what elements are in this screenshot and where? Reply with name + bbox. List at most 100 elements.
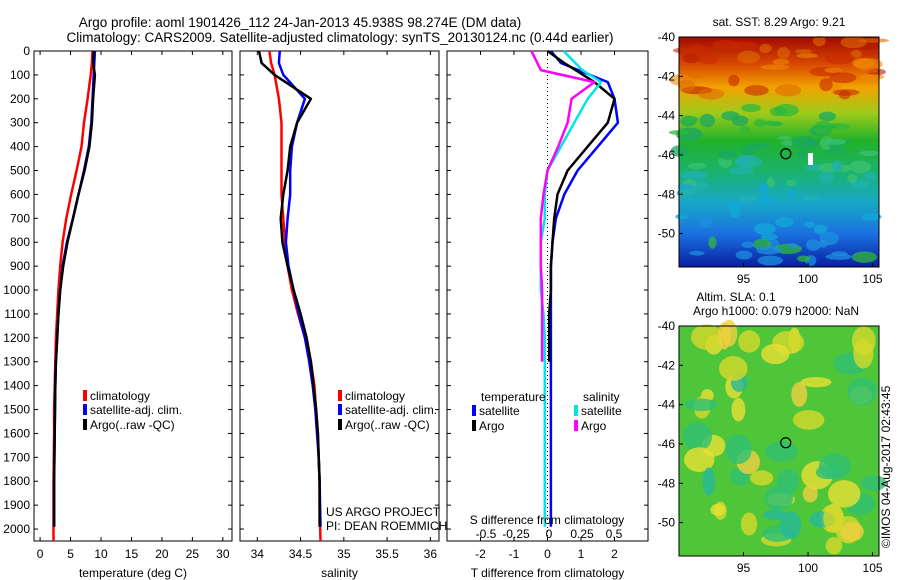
- sst-texture: [739, 126, 750, 134]
- depth-tick-label: 200: [10, 92, 30, 106]
- sst-texture: [853, 58, 883, 71]
- legend-swatch: [83, 404, 87, 415]
- sst-texture: [831, 160, 843, 173]
- pi-annotation: PI: DEAN ROEMMICH: [326, 519, 447, 533]
- sst-texture: [813, 224, 828, 235]
- sst-texture: [756, 246, 782, 255]
- depth-tick-label: 1300: [3, 355, 30, 369]
- sst-texture: [729, 166, 754, 176]
- legend-swatch: [574, 405, 578, 416]
- sst-texture: [812, 35, 826, 47]
- legend-swatch: [83, 419, 87, 430]
- series-line-satellite-adj-clim-: [277, 50, 322, 527]
- sla-texture: [792, 410, 825, 430]
- map-y-tick-label: -50: [658, 227, 676, 241]
- x-tick-label: -2: [475, 547, 486, 561]
- depth-tick-label: 1500: [3, 403, 30, 417]
- series-line-argo-raw-qc-: [257, 50, 321, 527]
- x-tick-label: 0: [37, 547, 44, 561]
- sst-texture: [718, 150, 737, 160]
- sst-texture: [741, 103, 761, 113]
- legend-swatch: [338, 404, 342, 415]
- map-y-tick-label: -48: [658, 476, 676, 490]
- plot-frame: [239, 50, 440, 542]
- sst-texture: [858, 150, 879, 157]
- sst-texture: [675, 214, 689, 220]
- sst-texture: [786, 179, 797, 187]
- x-tick-label: 34.5: [289, 547, 313, 561]
- sla-texture: [763, 509, 786, 521]
- legend-label: Argo: [581, 419, 607, 433]
- sst-texture: [680, 187, 699, 194]
- sst-texture: [750, 142, 769, 150]
- depth-tick-label: 0: [23, 44, 30, 58]
- legend-swatch: [472, 405, 476, 416]
- series-line-argo-raw-qc-: [52, 50, 97, 527]
- sst-texture: [772, 58, 790, 65]
- x-tick-label: 20: [155, 547, 169, 561]
- legend-title-temperature: temperature: [481, 390, 546, 404]
- sla-texture: [740, 512, 758, 536]
- depth-tick-label: 300: [10, 116, 30, 130]
- sla-texture: [725, 434, 752, 465]
- sst-texture: [680, 170, 708, 181]
- sla-texture: [823, 503, 844, 533]
- sst-texture: [775, 217, 794, 228]
- sst-texture: [688, 45, 712, 57]
- sst-map-frame: [678, 36, 880, 268]
- legend-label: Argo: [479, 419, 505, 433]
- map-y-tick-label: -40: [658, 30, 676, 44]
- sst-texture: [689, 250, 705, 256]
- sst-map-float-marker: [780, 148, 792, 160]
- x-tick-label: 5: [67, 547, 74, 561]
- figure-title-line1: Argo profile: aoml 1901426_112 24-Jan-20…: [79, 15, 522, 30]
- sst-texture: [777, 47, 790, 59]
- depth-tick-label: 500: [10, 164, 30, 178]
- sst-texture: [735, 250, 753, 260]
- map-y-tick-label: -46: [658, 148, 676, 162]
- x-tick-label: 1: [578, 547, 585, 561]
- sst-texture: [708, 236, 717, 249]
- depth-tick-label: 1200: [3, 331, 30, 345]
- sst-map-missing-data: [808, 153, 813, 165]
- sst-texture: [825, 253, 853, 260]
- sst-texture: [824, 148, 846, 154]
- sla-texture: [828, 480, 861, 508]
- x-tick-label: 25: [186, 547, 200, 561]
- sst-texture: [741, 241, 755, 248]
- legend-label: satellite-adj. clim.: [90, 403, 182, 417]
- map-y-tick-label: -50: [658, 516, 676, 530]
- depth-tick-label: 600: [10, 187, 30, 201]
- figure-title-line2: Climatology: CARS2009. Satellite-adjuste…: [66, 30, 613, 45]
- sla-texture: [731, 397, 746, 422]
- sst-texture: [678, 79, 696, 93]
- sla-texture: [840, 522, 864, 542]
- sst-texture: [734, 155, 763, 168]
- x-tick-label: 36: [424, 547, 438, 561]
- sla-texture: [691, 324, 723, 350]
- legend-label: Argo(..raw -QC): [345, 418, 430, 432]
- depth-tick-label: 800: [10, 235, 30, 249]
- sla-texture: [800, 377, 832, 388]
- sst-texture: [787, 189, 798, 198]
- sst-texture: [758, 182, 769, 196]
- top-tick-label: -0.5: [476, 527, 497, 541]
- depth-tick-label: 1700: [3, 450, 30, 464]
- top-tick-label: -0.25: [502, 527, 530, 541]
- sst-texture: [847, 173, 858, 183]
- legend-label: satellite: [581, 404, 622, 418]
- legend-label: satellite: [479, 404, 520, 418]
- sla-texture: [802, 485, 818, 503]
- sst-texture: [737, 50, 760, 64]
- series-line-argo: [530, 50, 596, 362]
- sst-texture: [686, 116, 699, 124]
- sst-texture: [794, 49, 813, 54]
- salinity-plot: 34 34.5 35 35.5 36 salinity climatologysatelli…: [239, 50, 447, 580]
- sla-map: Altim. SLA: 0.1 Argo h1000: 0.079 h2000:…: [658, 290, 887, 575]
- sst-texture: [699, 113, 716, 128]
- sst-texture: [732, 41, 757, 51]
- sst-texture: [775, 84, 802, 97]
- sst-texture: [796, 53, 818, 59]
- legend-label: Argo(..raw -QC): [90, 418, 175, 432]
- sst-texture: [760, 64, 790, 70]
